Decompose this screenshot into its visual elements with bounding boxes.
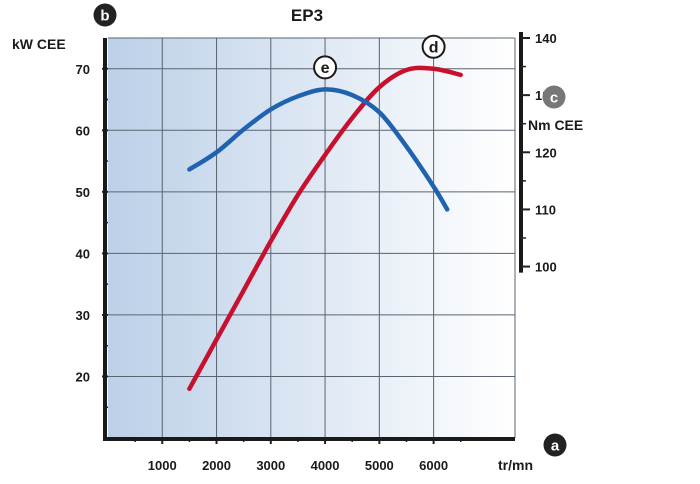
- y-left-tick-label: 70: [76, 62, 90, 77]
- y-right-tick-label: 120: [535, 145, 557, 160]
- svg-text:e: e: [321, 60, 330, 77]
- curve-label-d: d: [421, 34, 446, 59]
- y-left-tick-label: 30: [76, 308, 90, 323]
- grid: [108, 37, 516, 438]
- x-tick-label: 2000: [202, 458, 231, 473]
- x-tick-label: 4000: [311, 458, 340, 473]
- svg-text:c: c: [550, 90, 558, 107]
- series-line-e: [187, 87, 450, 212]
- labels: 1000 2000 3000 4000 5000 6000 20 30 40 50 60 70 100 1…: [76, 31, 557, 473]
- plot-area: [108, 38, 515, 438]
- x-axis-title: tr/mn: [498, 457, 533, 473]
- axes: [102, 32, 530, 444]
- x-tick-label: 6000: [419, 458, 448, 473]
- series-line-d: [187, 65, 463, 392]
- y-right-tick-label: 140: [535, 31, 557, 46]
- svg-text:b: b: [100, 8, 109, 25]
- badge-b: b: [93, 3, 117, 27]
- badge-a: a: [543, 433, 567, 457]
- x-tick-label: 1000: [148, 458, 177, 473]
- series-layer: [187, 65, 463, 392]
- svg-text:d: d: [429, 39, 439, 56]
- y-left-tick-label: 20: [76, 369, 90, 384]
- y-left-tick-label: 60: [76, 123, 90, 138]
- y-axis-left-title: kW CEE: [12, 36, 66, 52]
- y-right-tick-label: 110: [535, 202, 556, 217]
- badge-c: c: [542, 85, 566, 109]
- x-tick-label: 5000: [365, 458, 394, 473]
- y-left-tick-label: 40: [76, 246, 90, 261]
- curve-label-e: e: [313, 55, 338, 80]
- svg-text:a: a: [551, 438, 560, 455]
- y-left-tick-label: 50: [76, 185, 90, 200]
- y-axis-right-title: Nm CEE: [528, 117, 583, 133]
- y-right-tick-label: 100: [535, 260, 557, 275]
- x-tick-label: 3000: [256, 458, 285, 473]
- chart-title: EP3: [291, 6, 323, 25]
